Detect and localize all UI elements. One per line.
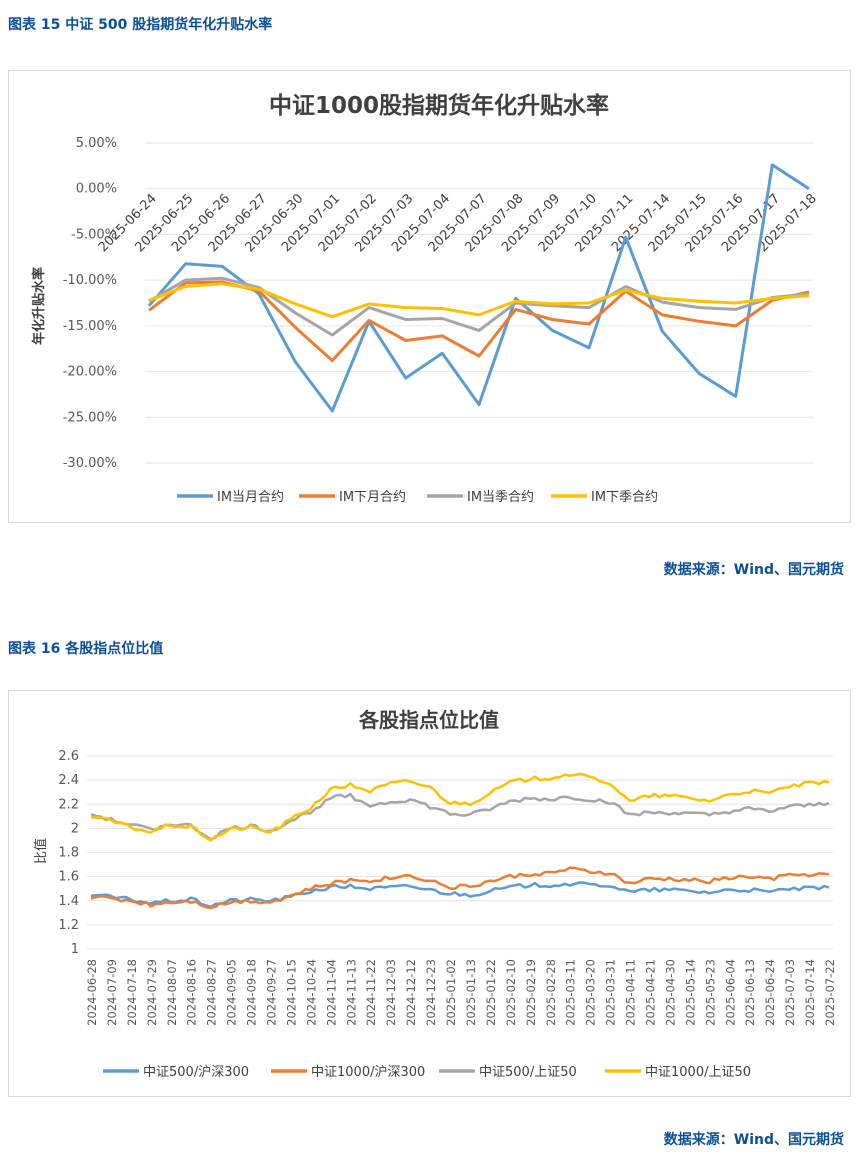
y-tick-label: -20.00% bbox=[63, 365, 117, 380]
x-tick-label: 2024-11-04 bbox=[324, 959, 338, 1026]
x-tick-label: 2025-04-11 bbox=[624, 959, 638, 1026]
x-tick-label: 2024-09-18 bbox=[245, 959, 259, 1026]
basis-rate-chart: 中证1000股指期货年化升贴水率 5.00% 0.00% -5.00% -10.00% -… bbox=[31, 92, 820, 505]
x-tick-label: 2025-04-21 bbox=[643, 959, 657, 1026]
y-tick-label: 1 bbox=[71, 942, 79, 957]
figure-caption-16: 图表 16 各股指点位比值 bbox=[8, 641, 164, 657]
x-tick-label: 2024-07-09 bbox=[105, 959, 119, 1026]
index-ratio-chart: 各股指点位比值 2.6 2.4 2.2 2 1.8 1.6 1.4 1.2 1 比值 2024-06-… bbox=[33, 708, 837, 1080]
x-tick-label: 2024-07-29 bbox=[145, 959, 159, 1026]
x-tick-label: 2025-02-28 bbox=[544, 959, 558, 1026]
x-tick-label: 2025-01-13 bbox=[464, 959, 478, 1026]
chart-title: 中证1000股指期货年化升贴水率 bbox=[269, 92, 609, 119]
x-tick-label: 2025-06-04 bbox=[723, 959, 737, 1026]
x-tick-label: 2024-08-16 bbox=[185, 959, 199, 1026]
y-axis-label: 比值 bbox=[33, 838, 49, 864]
series-line bbox=[147, 163, 810, 413]
x-tick-label: 2025-01-22 bbox=[484, 959, 498, 1026]
x-tick-label: 2025-03-20 bbox=[584, 959, 598, 1026]
chart-title: 各股指点位比值 bbox=[358, 708, 499, 732]
legend-label: 中证1000/上证50 bbox=[645, 1065, 751, 1080]
y-tick-label: 1.8 bbox=[58, 846, 79, 861]
series-line bbox=[148, 276, 810, 337]
series-line bbox=[90, 792, 830, 841]
x-tick-label: 2025-02-10 bbox=[504, 959, 518, 1026]
y-tick-label: 0.00% bbox=[76, 182, 117, 197]
x-tick-label: 2025-02-19 bbox=[524, 959, 538, 1026]
chart-panel-ratio: 各股指点位比值 2.6 2.4 2.2 2 1.8 1.6 1.4 1.2 1 比值 2024-06-… bbox=[8, 690, 851, 1097]
x-tick-label: 2024-11-22 bbox=[364, 959, 378, 1026]
x-tick-label: 2025-04-30 bbox=[663, 959, 677, 1026]
source-note-16: 数据来源：Wind、国元期货 bbox=[663, 1132, 844, 1148]
x-tick-label: 2024-10-24 bbox=[304, 959, 318, 1026]
y-tick-label: -30.00% bbox=[63, 456, 117, 471]
x-tick-label: 2025-06-24 bbox=[763, 959, 777, 1026]
y-tick-label: -5.00% bbox=[71, 227, 117, 242]
x-tick-label: 2025-05-23 bbox=[703, 959, 717, 1026]
x-tick-label: 2024-09-27 bbox=[265, 959, 279, 1026]
y-axis-label: 年化升贴水率 bbox=[31, 267, 47, 345]
x-tick-label: 2025-07-22 bbox=[823, 959, 837, 1026]
x-tick-label: 2024-12-23 bbox=[424, 959, 438, 1026]
y-tick-label: 2 bbox=[71, 821, 79, 836]
x-tick-label: 2024-08-27 bbox=[205, 959, 219, 1026]
legend-label: 中证1000/沪深300 bbox=[311, 1064, 425, 1080]
x-tick-label: 2024-06-28 bbox=[85, 959, 99, 1026]
series-line bbox=[90, 772, 830, 842]
x-tick-label: 2025-06-13 bbox=[743, 959, 757, 1026]
legend-label: IM下月合约 bbox=[339, 490, 406, 505]
series-line bbox=[90, 881, 830, 909]
legend-label: IM当季合约 bbox=[467, 490, 534, 505]
x-tick-label: 2024-12-12 bbox=[404, 959, 418, 1026]
legend-label: IM当月合约 bbox=[217, 490, 284, 505]
y-tick-label: 1.4 bbox=[58, 894, 79, 909]
figure-caption-15: 图表 15 中证 500 股指期货年化升贴水率 bbox=[8, 17, 273, 33]
x-tick-label: 2025-07-14 bbox=[803, 959, 817, 1026]
x-tick-label: 2024-09-05 bbox=[225, 959, 239, 1026]
series-line bbox=[90, 866, 830, 910]
x-tick-label: 2025-01-02 bbox=[444, 959, 458, 1026]
y-tick-label: -15.00% bbox=[63, 319, 117, 334]
series-line bbox=[148, 280, 810, 363]
x-tick-label: 2024-11-13 bbox=[344, 959, 358, 1026]
y-tick-label: 2.6 bbox=[58, 749, 79, 764]
x-tick-label: 2024-07-18 bbox=[125, 959, 139, 1026]
y-tick-label: 2.4 bbox=[58, 773, 79, 788]
y-tick-label: -10.00% bbox=[63, 273, 117, 288]
y-tick-label: -25.00% bbox=[63, 410, 117, 425]
x-tick-label: 2025-03-11 bbox=[564, 959, 578, 1026]
x-tick-label: 2025-05-14 bbox=[683, 959, 697, 1026]
x-tick-label: 2024-08-07 bbox=[165, 959, 179, 1026]
x-tick-label: 2025-07-03 bbox=[783, 959, 797, 1026]
y-tick-label: 1.2 bbox=[58, 918, 79, 933]
x-tick-label: 2024-10-15 bbox=[284, 959, 298, 1026]
legend-label: 中证500/上证50 bbox=[479, 1065, 577, 1080]
source-note-15: 数据来源：Wind、国元期货 bbox=[663, 562, 844, 578]
series-line bbox=[148, 282, 810, 319]
legend-label: IM下季合约 bbox=[591, 490, 658, 505]
chart-panel-basis: 中证1000股指期货年化升贴水率 5.00% 0.00% -5.00% -10.00% -… bbox=[8, 70, 851, 523]
y-tick-label: 1.6 bbox=[58, 870, 79, 885]
legend-label: 中证500/沪深300 bbox=[143, 1064, 249, 1080]
x-tick-label: 2024-12-03 bbox=[384, 959, 398, 1026]
x-tick-label: 2025-03-31 bbox=[604, 959, 618, 1026]
y-tick-label: 2.2 bbox=[58, 797, 79, 812]
y-tick-label: 5.00% bbox=[76, 136, 117, 151]
